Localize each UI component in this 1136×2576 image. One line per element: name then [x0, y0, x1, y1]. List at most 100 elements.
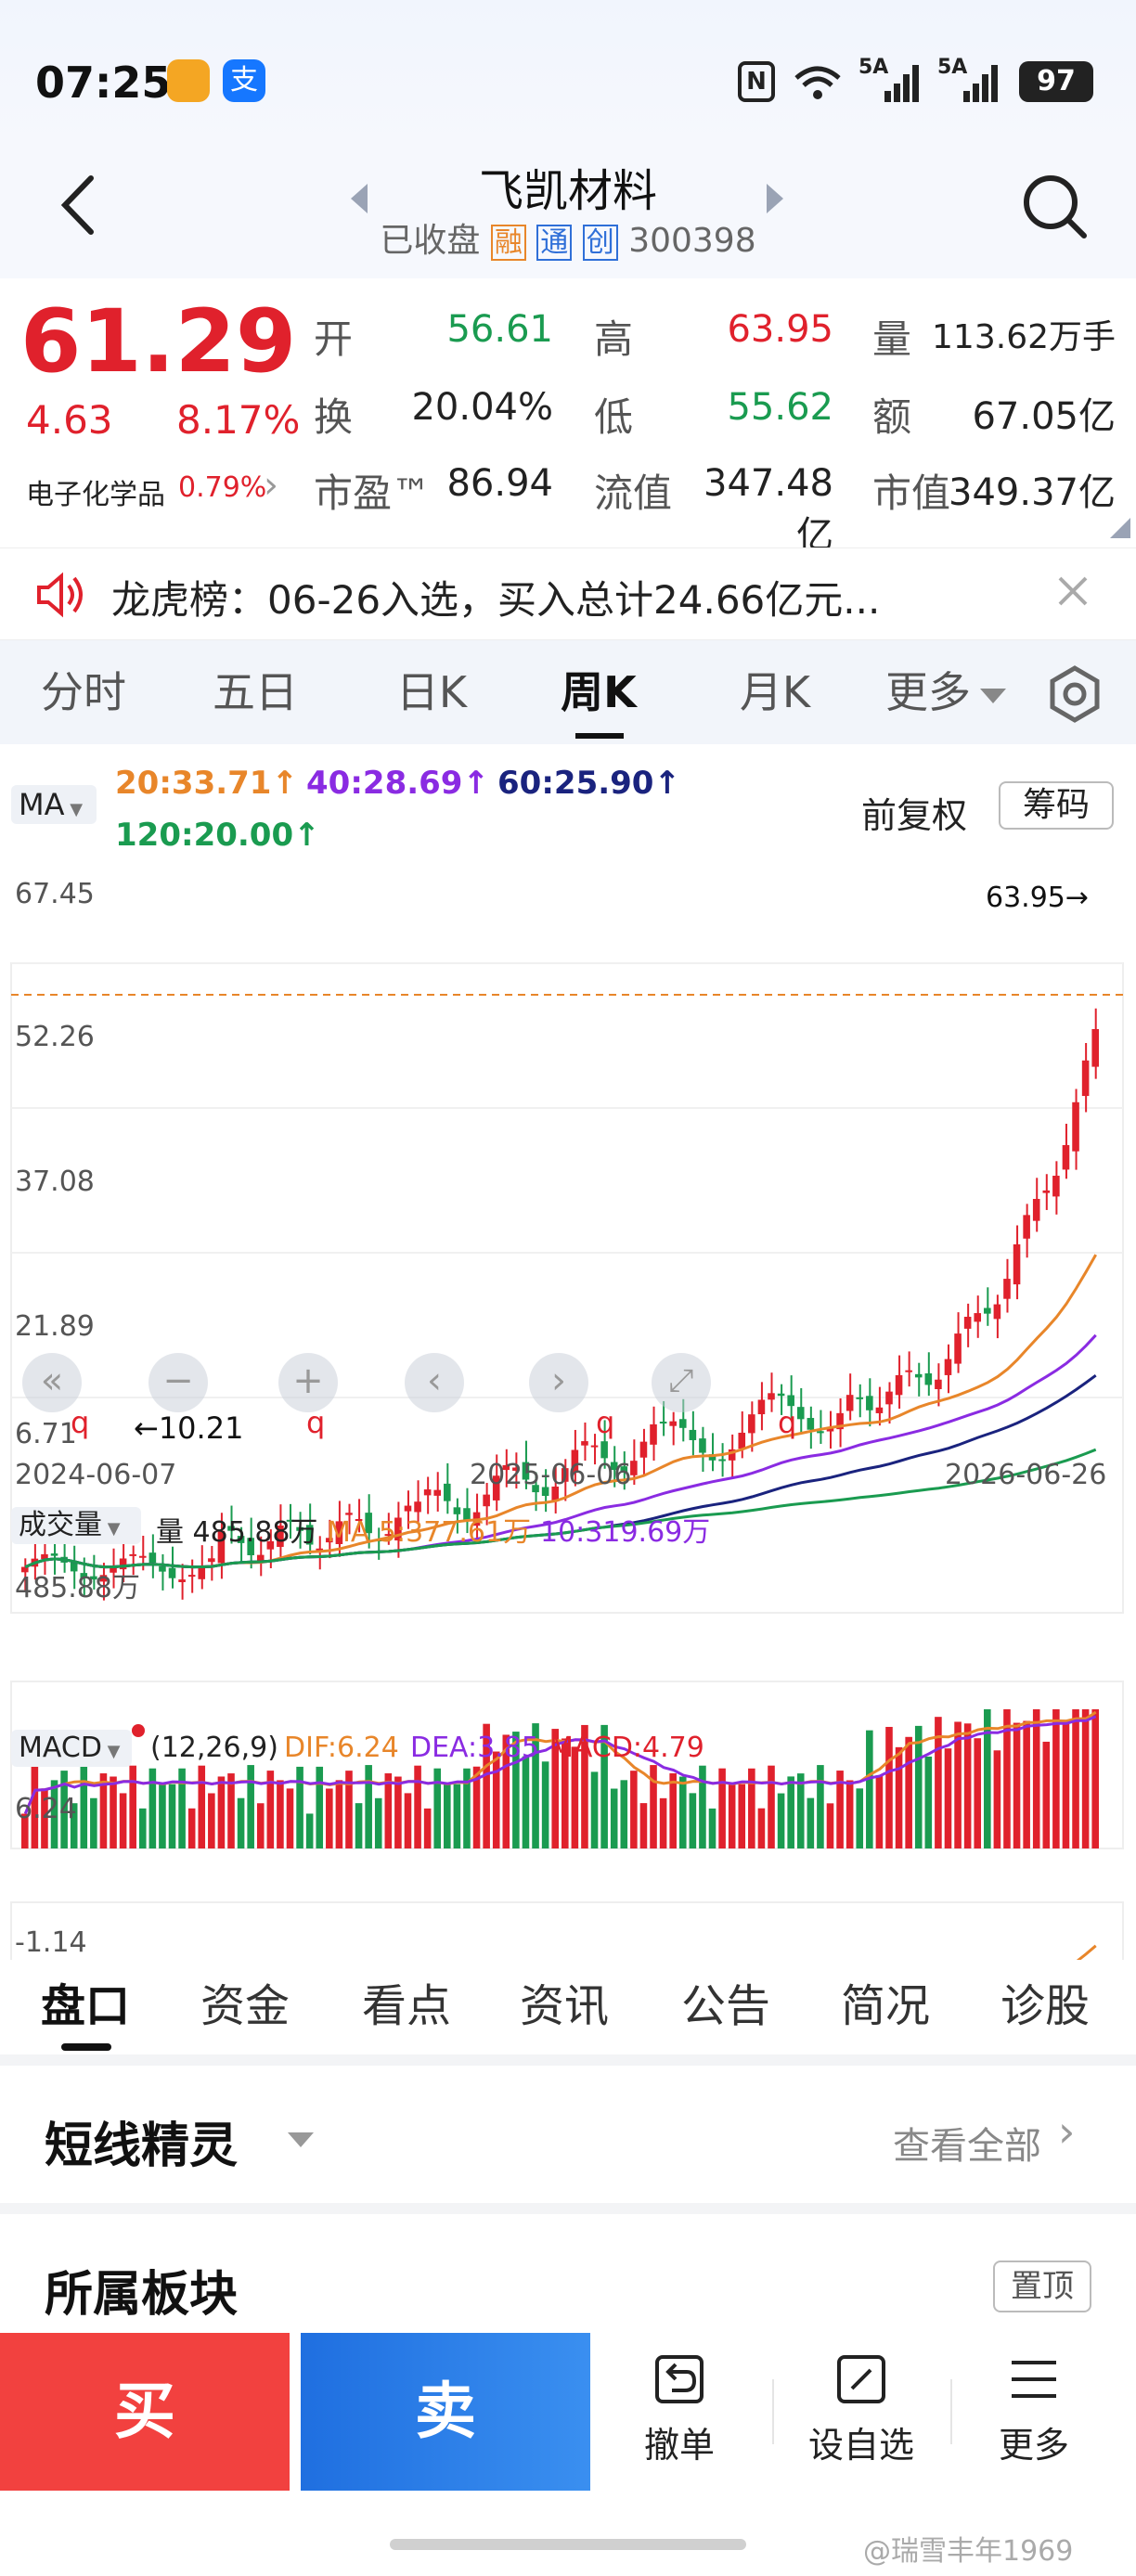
candle-body — [807, 1418, 815, 1430]
tab-highlights[interactable]: 看点 — [362, 1980, 452, 2032]
volume-bar — [80, 1765, 88, 1848]
tab-intraday[interactable]: 分时 — [41, 667, 126, 717]
kline-svg[interactable] — [0, 865, 1136, 1960]
event-marker-4[interactable]: q — [778, 1405, 797, 1440]
candle-body — [99, 1575, 108, 1582]
volume-bar — [492, 1751, 500, 1848]
volume-bar — [365, 1765, 372, 1848]
macd-axis-top: 6.24 — [15, 1793, 77, 1825]
chips-button[interactable]: 筹码 — [999, 781, 1114, 830]
home-indicator[interactable] — [390, 2539, 746, 2550]
chart-next-icon[interactable]: › — [529, 1353, 588, 1412]
volume-bar — [718, 1768, 726, 1848]
volume-bar — [1052, 1709, 1060, 1848]
candle-body — [423, 1489, 432, 1496]
add-watchlist-tool[interactable]: 设自选 — [778, 2351, 945, 2467]
sector-section-title: 所属板块 — [45, 2267, 239, 2323]
tab-profile[interactable]: 简况 — [841, 1980, 931, 2032]
volume-bar — [699, 1765, 706, 1848]
next-stock-icon[interactable] — [767, 184, 783, 213]
tab-news[interactable]: 资讯 — [520, 1980, 610, 2032]
candle-body — [699, 1438, 706, 1453]
candle-body — [1081, 1060, 1090, 1097]
cancel-order-tool[interactable]: 撤单 — [596, 2351, 763, 2467]
volume-bar — [90, 1797, 97, 1848]
tab-announcements[interactable]: 公告 — [681, 1980, 771, 2032]
prev-stock-icon[interactable] — [351, 184, 368, 213]
volume-selector[interactable]: 成交量 ▼ — [11, 1507, 141, 1544]
tab-more[interactable]: 更多 — [885, 667, 971, 717]
volume-bar — [374, 1797, 382, 1848]
event-marker-2[interactable]: q — [306, 1405, 326, 1440]
notice-text[interactable]: 龙虎榜：06-26入选，买入总计24.66亿元... — [111, 577, 881, 623]
tab-five-day[interactable]: 五日 — [213, 667, 298, 717]
expand-corner-icon[interactable] — [1110, 518, 1130, 538]
adjust-toggle[interactable]: 前复权 — [861, 795, 968, 836]
more-caret-icon[interactable] — [980, 689, 1006, 703]
tool-divider-2 — [950, 2379, 952, 2444]
sector-name[interactable]: 电子化学品 — [26, 479, 165, 511]
volume-bar — [168, 1784, 176, 1848]
candle-body — [444, 1483, 451, 1501]
sell-button[interactable]: 卖 — [301, 2333, 590, 2491]
volume-bar — [512, 1732, 520, 1848]
sector-chevron-icon[interactable]: › — [264, 464, 278, 507]
candle-body — [227, 1526, 235, 1531]
chart-fullscreen-icon[interactable]: ⤢ — [652, 1353, 711, 1412]
short-term-title[interactable]: 短线精灵 — [45, 2119, 239, 2174]
pin-top-button[interactable]: 置顶 — [993, 2260, 1091, 2312]
candle-body — [708, 1454, 716, 1461]
event-marker-1[interactable]: q — [71, 1405, 90, 1440]
chart-rewind-icon[interactable]: « — [22, 1353, 82, 1412]
candle-body — [502, 1464, 510, 1471]
candle-body — [532, 1485, 539, 1493]
volume-bar — [581, 1724, 588, 1848]
sector-pct[interactable]: 0.79% — [178, 471, 267, 504]
close-icon[interactable] — [1054, 573, 1091, 613]
chart-zoom-out-icon[interactable]: − — [148, 1353, 208, 1412]
candle-body — [963, 1317, 972, 1329]
tab-monthly-k[interactable]: 月K — [739, 667, 811, 717]
candle-body — [345, 1513, 353, 1515]
volume-bar — [384, 1773, 393, 1848]
add-watchlist-label: 设自选 — [807, 2425, 914, 2466]
macd-dea: DEA:3.85 — [410, 1732, 539, 1764]
volume-ma5: MA 5:377.61万 — [327, 1516, 532, 1549]
volume-bar — [757, 1808, 766, 1848]
tab-funds[interactable]: 资金 — [200, 1980, 290, 2032]
volume-bar — [846, 1780, 854, 1848]
back-icon[interactable] — [56, 173, 102, 241]
volume-bar — [423, 1808, 432, 1848]
candle-body — [237, 1536, 245, 1543]
volume-bar — [444, 1784, 451, 1848]
candle-body — [944, 1359, 952, 1375]
buy-button[interactable]: 买 — [0, 2333, 290, 2491]
candle-body — [266, 1540, 275, 1550]
settings-icon[interactable] — [1045, 664, 1104, 728]
search-icon[interactable] — [1019, 171, 1090, 245]
short-term-caret-icon[interactable] — [288, 2132, 314, 2147]
candle-body — [433, 1489, 442, 1496]
ma-selector[interactable]: MA ▼ — [11, 785, 97, 824]
view-all-link[interactable]: 查看全部 — [893, 2125, 1041, 2168]
volume-bar — [885, 1726, 893, 1848]
tab-diagnosis[interactable]: 诊股 — [1000, 1980, 1091, 2032]
more-tool[interactable]: 更多 — [950, 2351, 1117, 2467]
view-all-chevron-icon[interactable]: › — [1058, 2106, 1076, 2157]
candle-body — [1091, 1028, 1099, 1067]
event-marker-3[interactable]: q — [596, 1405, 615, 1440]
candle-body — [159, 1565, 166, 1572]
open-label: 开 — [314, 316, 354, 362]
chart-prev-icon[interactable]: ‹ — [405, 1353, 464, 1412]
chart-zoom-in-icon[interactable]: + — [278, 1353, 338, 1412]
tab-weekly-k[interactable]: 周K — [561, 667, 637, 717]
volume-bar — [256, 1803, 265, 1848]
macd-selector[interactable]: MACD ▼ — [11, 1730, 132, 1767]
volume-bar — [728, 1784, 736, 1848]
notice-bar[interactable]: 龙虎榜：06-26入选，买入总计24.66亿元... — [0, 547, 1136, 640]
tab-daily-k[interactable]: 日K — [395, 667, 468, 717]
candle-body — [1003, 1279, 1011, 1299]
candle-body — [316, 1548, 324, 1552]
tab-orderbook[interactable]: 盘口 — [41, 1980, 131, 2032]
y-label-4: 6.71 — [15, 1418, 77, 1450]
